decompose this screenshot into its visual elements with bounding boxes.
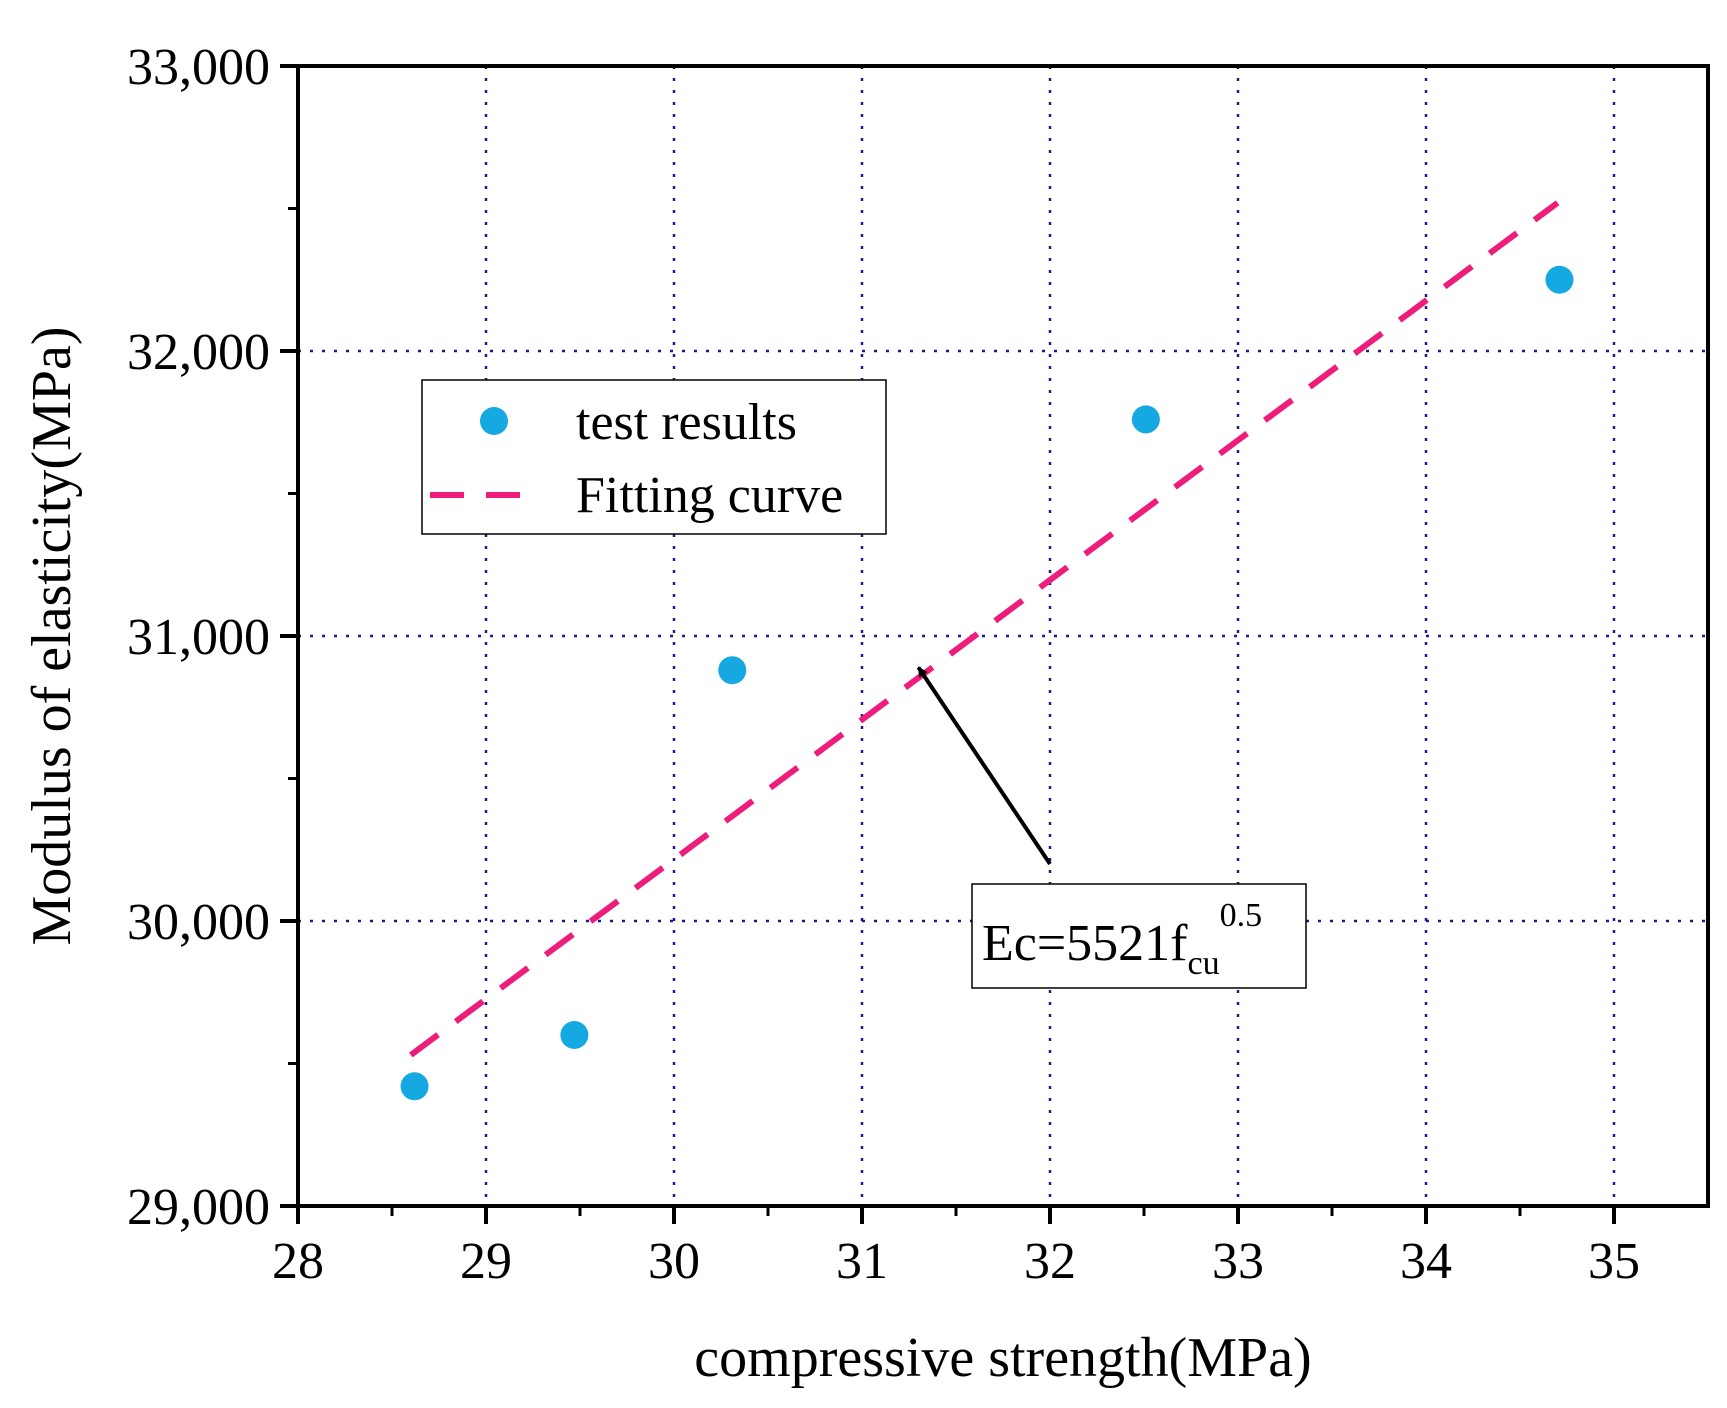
legend-box (421, 379, 887, 535)
x-tick-label: 35 (1588, 1233, 1640, 1290)
annotation-formula-superscript: 0.5 (1220, 897, 1263, 934)
data-point (1545, 265, 1574, 294)
plot-area (400, 200, 1574, 1101)
fitting-curve-line (409, 200, 1560, 1058)
annotation-arrow (916, 666, 1052, 866)
data-point (560, 1021, 589, 1049)
data-point (1131, 405, 1160, 434)
x-tick-label: 30 (648, 1233, 700, 1290)
x-tick-label: 34 (1400, 1233, 1452, 1290)
data-point (718, 656, 747, 685)
legend-label-fitting-curve: Fitting curve (576, 467, 843, 524)
y-tick-label: 30,000 (127, 894, 270, 951)
y-tick-label: 29,000 (127, 1179, 270, 1236)
x-axis-title: compressive strength(MPa) (694, 1327, 1311, 1389)
grid (298, 66, 1708, 1206)
y-axis-title: Modulus of elasticity(MPa) (21, 326, 83, 945)
data-point (400, 1072, 429, 1101)
annotation-formula: Ec=5521fcu0.5 (982, 897, 1262, 982)
y-tick-label: 32,000 (127, 324, 270, 381)
y-tick-label: 33,000 (127, 39, 270, 96)
x-tick-label: 31 (836, 1233, 888, 1290)
legend: test results Fitting curve (421, 379, 887, 535)
y-tick-label: 31,000 (127, 609, 270, 666)
x-tick-label: 28 (272, 1233, 324, 1290)
legend-label-test-results: test results (576, 394, 797, 451)
annotation-box (971, 883, 1307, 989)
plot-frame (296, 64, 1710, 1208)
x-tick-label: 33 (1212, 1233, 1264, 1290)
annotation-formula-base: Ec=5521f (982, 915, 1188, 972)
annotation: Ec=5521fcu0.5 (916, 666, 1307, 989)
x-tick-label: 32 (1024, 1233, 1076, 1290)
legend-marker-test-results (480, 407, 508, 435)
annotation-formula-subscript: cu (1188, 945, 1220, 982)
x-tick-label: 29 (460, 1233, 512, 1290)
axes: 28 29 30 31 32 33 34 35 29,000 30,000 31,000 32,000… (127, 39, 1710, 1290)
